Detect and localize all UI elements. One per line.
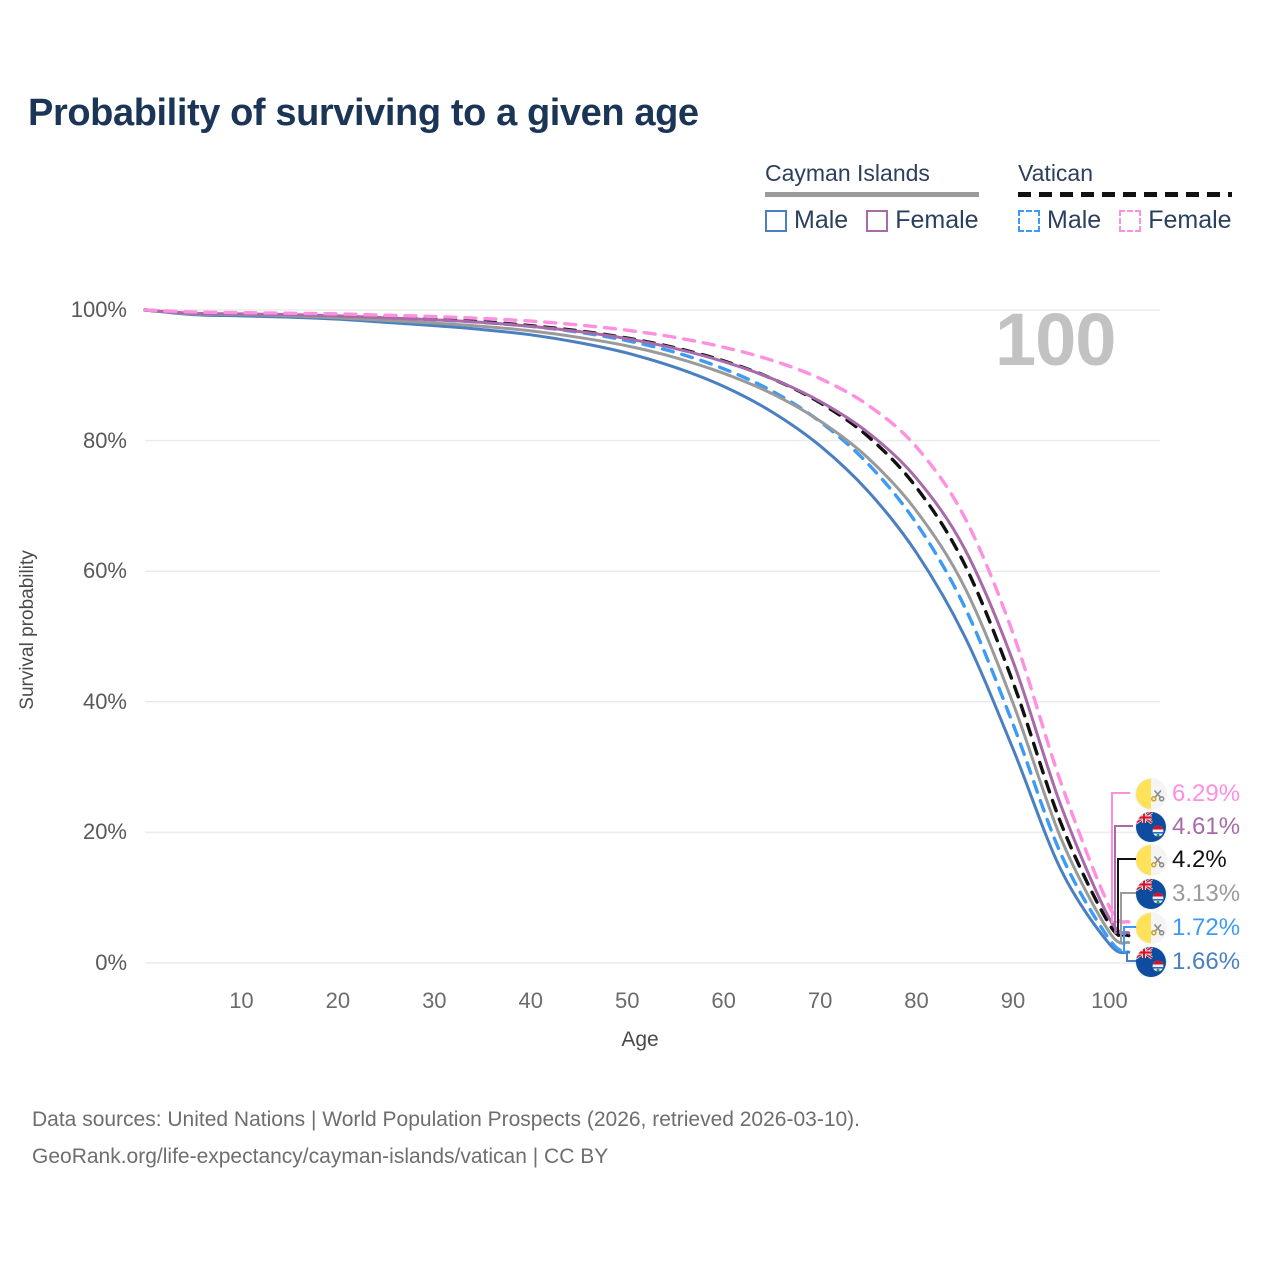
x-tick-label: 10 — [229, 988, 254, 1013]
y-tick-label: 60% — [82, 558, 127, 584]
footer-attribution: GeoRank.org/life-expectancy/cayman-islan… — [32, 1144, 609, 1168]
x-tick-label: 30 — [422, 988, 447, 1013]
legend-item-male[interactable]: Male — [1018, 206, 1101, 235]
end-label-row: 1.66% — [1136, 946, 1240, 978]
legend-group-rule-dashed — [1018, 192, 1232, 197]
vatican-flag-icon — [1136, 913, 1166, 943]
page-title: Probability of surviving to a given age — [28, 92, 699, 134]
legend-group-rule-solid — [765, 192, 979, 197]
x-tick-label: 70 — [807, 988, 833, 1013]
chart-footer: Data sources: United Nations | World Pop… — [32, 1102, 1232, 1176]
footer-data-sources: Data sources: United Nations | World Pop… — [32, 1108, 861, 1131]
x-tick-label: 80 — [904, 988, 929, 1013]
end-label-value: 6.29% — [1172, 780, 1241, 807]
legend-swatch-icon — [1119, 209, 1142, 232]
end-label-row: 3.13% — [1136, 878, 1240, 910]
x-tick-label: 50 — [614, 988, 640, 1013]
x-tick-label: 100 — [1091, 988, 1128, 1013]
legend-item-female[interactable]: Female — [1119, 206, 1232, 235]
age-watermark: 100 — [995, 298, 1116, 381]
legend-item-label: Male — [1047, 206, 1102, 234]
cayman-islands-flag-icon — [1136, 947, 1166, 977]
legend-item-male[interactable]: Male — [765, 206, 848, 235]
x-axis-label: Age — [621, 1028, 659, 1051]
cayman-islands-flag-icon — [1136, 879, 1166, 909]
legend-swatch-icon — [765, 209, 787, 232]
legend-swatch-icon — [866, 209, 889, 232]
legend-items: Male Female — [1018, 206, 1232, 235]
cayman-islands-flag-icon — [1136, 812, 1166, 842]
end-label-row: 4.61% — [1136, 811, 1240, 843]
y-tick-label: 80% — [82, 427, 127, 453]
vatican-flag-icon — [1136, 845, 1166, 875]
x-tick-label: 60 — [711, 988, 736, 1013]
x-tick-label: 20 — [325, 988, 351, 1013]
end-label-value: 1.72% — [1172, 914, 1241, 941]
series-end-labels: 6.29% 4.61% 4.2% 3.13% 1.72% 1.66% — [1136, 770, 1280, 980]
legend-group-title: Vatican — [1018, 160, 1094, 186]
end-label-value: 4.61% — [1172, 813, 1241, 840]
series-line-vatican-male — [143, 308, 1131, 954]
series-line-cayman-islands-total — [143, 308, 1131, 945]
y-tick-label: 20% — [82, 819, 127, 845]
end-label-value: 4.2% — [1172, 846, 1227, 873]
series-line-cayman-islands-female — [143, 308, 1131, 935]
end-label-row: 6.29% — [1136, 778, 1240, 810]
legend-item-female[interactable]: Female — [866, 206, 979, 235]
x-tick-label: 40 — [518, 988, 544, 1013]
series-line-vatican-female — [143, 308, 1131, 924]
end-label-value: 3.13% — [1172, 880, 1241, 907]
legend-items: Male Female — [765, 206, 979, 235]
legend-item-label: Male — [794, 206, 849, 234]
end-label-row: 4.2% — [1136, 844, 1227, 876]
y-tick-label: 0% — [95, 950, 127, 975]
end-label-value: 1.66% — [1172, 948, 1241, 975]
legend-group-title: Cayman Islands — [765, 160, 930, 186]
series-line-cayman-islands-male — [143, 308, 1131, 955]
chart-legend: Cayman Islands Male Female Vatican Male Femal… — [0, 160, 1280, 240]
legend-item-label: Female — [1148, 206, 1232, 234]
legend-group-cayman-islands: Cayman Islands Male Female — [765, 160, 979, 235]
legend-swatch-icon — [1018, 209, 1040, 232]
y-tick-label: 40% — [82, 688, 127, 714]
y-tick-label: 100% — [70, 297, 127, 322]
vatican-flag-icon — [1136, 779, 1166, 809]
x-tick-label: 90 — [1000, 988, 1026, 1013]
legend-group-vatican: Vatican Male Female — [1018, 160, 1232, 235]
legend-item-label: Female — [895, 206, 979, 234]
end-label-row: 1.72% — [1136, 912, 1240, 944]
